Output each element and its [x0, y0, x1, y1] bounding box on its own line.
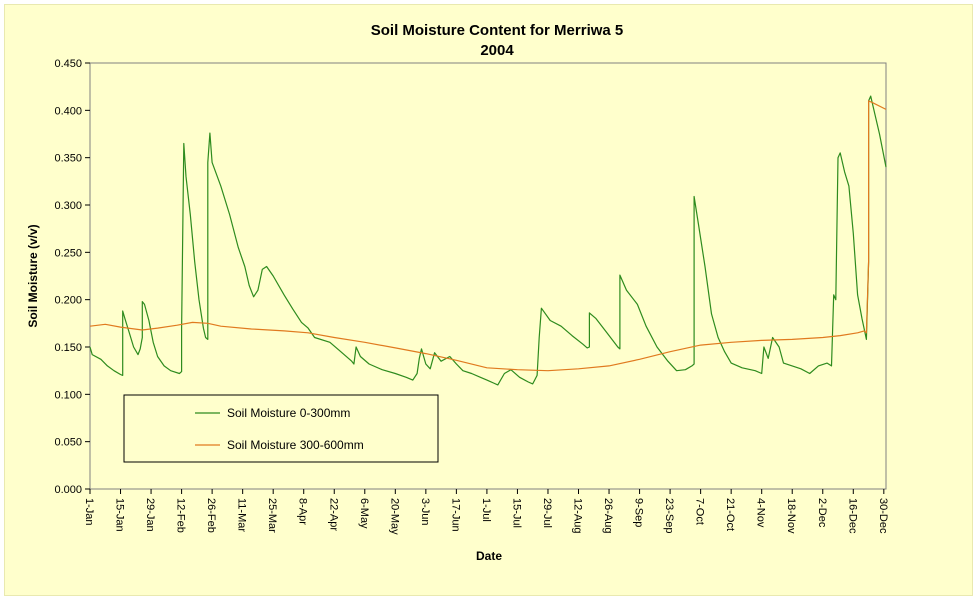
legend: Soil Moisture 0-300mm Soil Moisture 300-…	[123, 394, 439, 463]
x-tick-label: 17-Jun	[449, 498, 461, 532]
x-tick-label: 23-Sep	[663, 498, 675, 533]
legend-box	[123, 394, 439, 463]
x-tick-label: 22-Apr	[327, 498, 339, 531]
series-line-0	[89, 95, 887, 386]
x-tick-label: 12-Aug	[572, 498, 584, 533]
y-axis-title: Soil Moisture (v/v)	[26, 224, 40, 327]
chart-subtitle: 2004	[480, 42, 514, 59]
x-tick-label: 1-Jul	[480, 498, 492, 522]
y-tick-label: 0.300	[54, 200, 82, 212]
x-tick-label: 15-Jul	[510, 498, 522, 528]
chart-area: Soil Moisture Content for Merriwa 5 2004…	[4, 4, 973, 596]
x-tick-label: 12-Feb	[175, 498, 187, 533]
x-axis: 1-Jan 15-Jan 29-Jan 12-Feb 26-Feb 11-Mar 25-Ma…	[83, 489, 889, 535]
x-axis-title: Date	[476, 549, 502, 563]
x-tick-label: 7-Oct	[694, 498, 706, 525]
x-tick-label: 25-Mar	[266, 498, 278, 533]
x-tick-label: 30-Dec	[877, 498, 889, 534]
x-tick-label: 11-Mar	[236, 498, 248, 532]
x-tick-label: 26-Aug	[602, 498, 614, 533]
y-tick-label: 0.150	[54, 342, 82, 354]
x-tick-label: 2-Dec	[816, 498, 828, 528]
x-tick-label: 8-Apr	[297, 498, 309, 525]
y-tick-label: 0.050	[54, 437, 82, 449]
y-tick-label: 0.200	[54, 295, 82, 307]
y-tick-label: 0.450	[54, 58, 82, 70]
x-tick-label: 20-May	[388, 498, 400, 535]
y-tick-label: 0.400	[54, 105, 82, 117]
x-tick-label: 15-Jan	[114, 498, 126, 532]
legend-label-300-600mm: Soil Moisture 300-600mm	[227, 438, 364, 452]
y-tick-label: 0.100	[54, 389, 82, 401]
x-tick-label: 9-Sep	[633, 498, 645, 527]
legend-label-0-300mm: Soil Moisture 0-300mm	[227, 406, 350, 420]
x-tick-label: 4-Nov	[755, 498, 767, 528]
y-tick-label: 0.350	[54, 153, 82, 165]
y-tick-label: 0.250	[54, 247, 82, 259]
x-tick-label: 21-Oct	[724, 498, 736, 531]
y-tick-label: 0.000	[54, 484, 82, 496]
x-tick-label: 29-Jan	[144, 498, 156, 532]
x-tick-label: 16-Dec	[846, 498, 858, 534]
x-tick-label: 3-Jun	[419, 498, 431, 526]
x-tick-label: 1-Jan	[83, 498, 95, 526]
chart-svg: Soil Moisture Content for Merriwa 5 2004…	[26, 22, 889, 563]
chart-title: Soil Moisture Content for Merriwa 5	[371, 22, 624, 39]
x-tick-label: 18-Nov	[785, 498, 797, 534]
y-axis: 0.000 0.050 0.100 0.150 0.200 0.250 0.300 0.350…	[54, 58, 90, 496]
x-tick-label: 29-Jul	[541, 498, 553, 528]
x-tick-label: 6-May	[358, 498, 370, 529]
series-line-1	[89, 100, 887, 372]
x-tick-label: 26-Feb	[205, 498, 217, 533]
series-layer	[89, 95, 887, 386]
